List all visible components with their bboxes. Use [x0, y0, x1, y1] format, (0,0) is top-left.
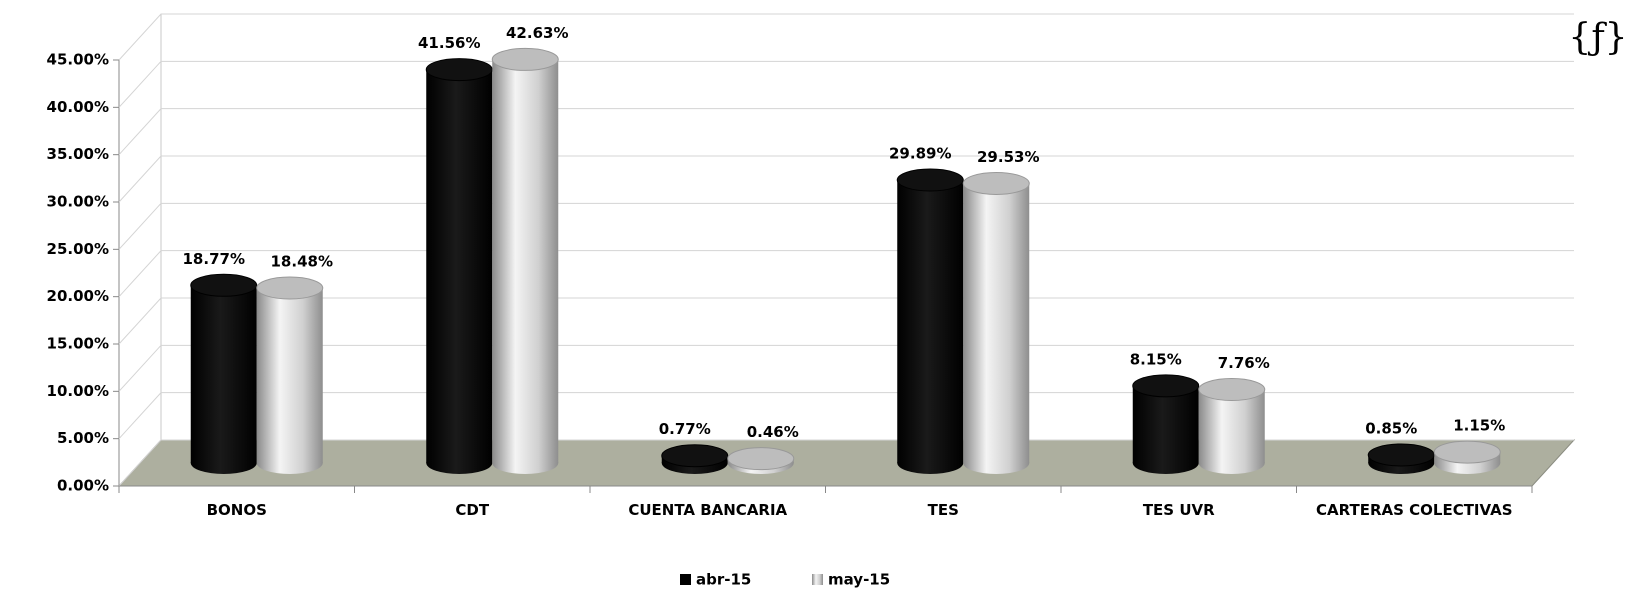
cylinder	[896, 168, 964, 474]
grid-line	[118, 297, 1574, 345]
value-label: 18.77%	[183, 250, 245, 268]
grid-line	[118, 439, 1574, 487]
value-label: 18.48%	[271, 253, 333, 271]
grid-line	[118, 108, 1574, 156]
bar	[492, 59, 559, 463]
cylinder	[491, 47, 559, 474]
x-tick-label: CDT	[455, 501, 490, 519]
cylinder-top	[1367, 443, 1435, 467]
cylinder	[1198, 378, 1266, 474]
value-label: 29.53%	[977, 148, 1039, 166]
y-tick-label: 10.00%	[47, 382, 109, 400]
y-tick-label: 30.00%	[47, 193, 109, 211]
cylinder-top	[962, 171, 1030, 195]
value-label: 0.85%	[1365, 419, 1417, 437]
value-label: 29.89%	[889, 145, 951, 163]
cylinder-top	[1433, 440, 1501, 464]
y-tick-label: 40.00%	[47, 98, 109, 116]
cylinder-top	[491, 47, 559, 71]
cylinder-top	[425, 58, 493, 82]
cylinder-top	[190, 273, 258, 297]
y-tick-label: 5.00%	[57, 429, 109, 447]
y-tick-label: 15.00%	[47, 335, 109, 353]
cylinder	[1132, 374, 1200, 474]
bar	[256, 288, 323, 463]
cylinder-top	[896, 168, 964, 192]
grid-line	[118, 392, 1574, 440]
cylinder	[425, 58, 493, 474]
cylinder	[190, 273, 258, 474]
grid-line	[118, 344, 1574, 392]
cylinder	[1367, 443, 1435, 474]
value-label: 7.76%	[1218, 354, 1270, 372]
floor	[117, 439, 1576, 487]
value-label: 8.15%	[1130, 350, 1182, 368]
value-label: 42.63%	[506, 24, 568, 42]
x-tick-label: BONOS	[206, 501, 267, 519]
grid-line	[118, 202, 1574, 250]
bar	[190, 285, 257, 463]
bar	[1198, 389, 1265, 463]
y-tick-label: 35.00%	[47, 145, 109, 163]
y-tick-label: 0.00%	[57, 477, 109, 495]
grid-line	[118, 60, 1574, 108]
x-tick-label: CARTERAS COLECTIVAS	[1315, 501, 1513, 519]
bar	[963, 183, 1030, 463]
formula-icon: {ƒ}	[1568, 17, 1627, 58]
cylinder-top	[661, 444, 729, 468]
y-tick-label: 25.00%	[47, 240, 109, 258]
cylinder	[727, 447, 795, 474]
value-label: 0.46%	[747, 423, 799, 441]
cylinder-top	[727, 447, 795, 471]
grid-line	[118, 250, 1574, 298]
cylinder-top	[1198, 378, 1266, 402]
cylinder	[661, 444, 729, 474]
cylinder-top	[256, 276, 324, 300]
cylinder	[1433, 440, 1501, 474]
value-label: 0.77%	[659, 420, 711, 438]
grid-line	[118, 155, 1574, 203]
y-tick-label: 45.00%	[47, 51, 109, 69]
legend-label: may-15	[828, 571, 890, 589]
grid-line	[118, 13, 1574, 61]
legend-swatch	[680, 574, 691, 585]
bar	[426, 69, 493, 463]
cylinder-top	[1132, 374, 1200, 398]
x-tick-label: TES UVR	[1142, 501, 1215, 519]
x-tick-label: TES	[927, 501, 959, 519]
cylinder	[256, 276, 324, 474]
cylinder	[962, 171, 1030, 474]
legend-label: abr-15	[696, 571, 751, 589]
bar	[1132, 385, 1199, 463]
value-label: 41.56%	[418, 34, 480, 52]
x-tick-label: CUENTA BANCARIA	[628, 501, 788, 519]
legend-swatch	[812, 574, 823, 585]
y-tick-label: 20.00%	[47, 287, 109, 305]
bar	[897, 180, 964, 464]
value-label: 1.15%	[1453, 417, 1505, 435]
